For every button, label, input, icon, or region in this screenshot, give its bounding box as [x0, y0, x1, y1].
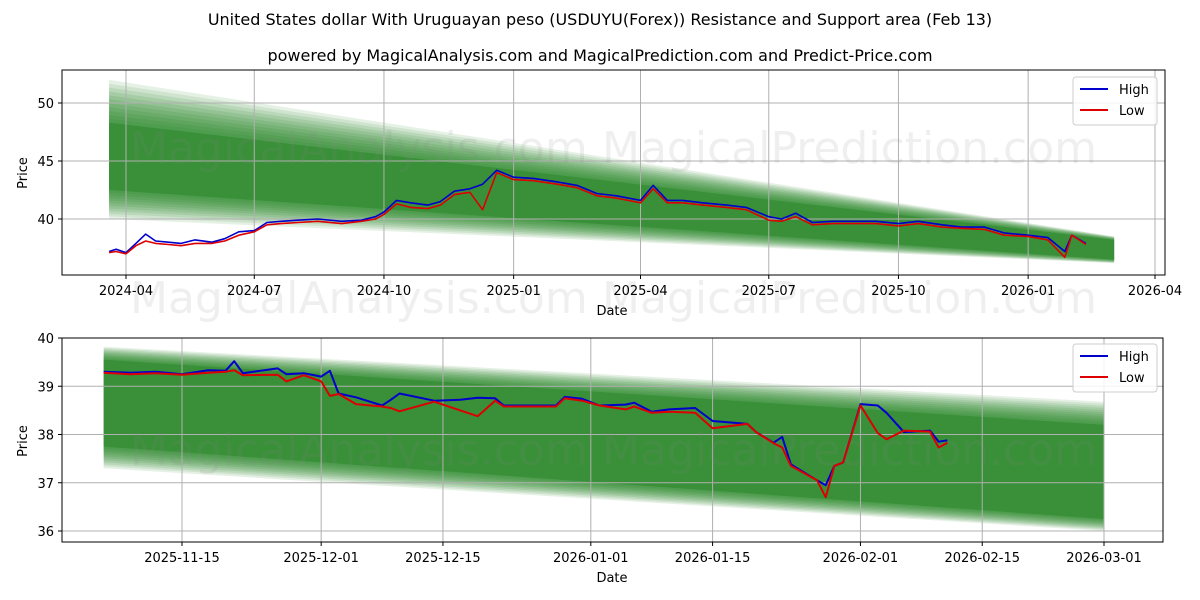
y-tick-label: 50	[37, 97, 54, 112]
high-price-line	[108, 169, 1087, 254]
bottom-ticks: 36 37 38 39 40 2025-11-15 2025-12-01 2025-12-15…	[37, 332, 1141, 566]
bottom-price-lines	[103, 360, 948, 499]
y-tick-label: 39	[37, 380, 54, 395]
x-tick-label: 2026-01	[1001, 284, 1055, 299]
x-tick-label: 2024-04	[99, 284, 153, 299]
x-tick-label: 2026-02-15	[944, 551, 1020, 566]
legend-low-label: Low	[1119, 371, 1145, 386]
bottom-chart: MagicalAnalysis.com MagicalPrediction.co…	[16, 332, 1164, 586]
top-axes-frame	[61, 69, 1166, 276]
top-legend: High Low	[1072, 76, 1158, 126]
watermark-top-1: MagicalAnalysis.com	[130, 123, 588, 174]
legend-high-label: High	[1119, 350, 1149, 365]
top-y-axis-label: Price	[16, 157, 31, 189]
y-tick-label: 37	[37, 477, 54, 492]
x-tick-label: 2025-12-15	[405, 551, 481, 566]
y-tick-label: 36	[37, 525, 54, 540]
legend-high-label: High	[1119, 83, 1149, 98]
x-tick-label: 2025-01	[486, 284, 540, 299]
y-tick-label: 38	[37, 429, 54, 444]
top-ticks: 40 45 50 2024-04 2024-07 2024-10 2025-01 2025-0…	[37, 97, 1182, 299]
x-tick-label: 2026-04	[1128, 284, 1182, 299]
x-tick-label: 2026-01-01	[553, 551, 629, 566]
watermark-top-2: MagicalPrediction.com	[602, 123, 1097, 174]
x-tick-label: 2024-10	[357, 284, 411, 299]
y-tick-label: 40	[37, 213, 54, 228]
y-tick-label: 40	[37, 332, 54, 347]
watermark-mid-2: MagicalPrediction.com	[602, 273, 1097, 324]
watermark-bottom-2: MagicalPrediction.com	[602, 425, 1097, 476]
x-tick-label: 2026-02-01	[823, 551, 899, 566]
x-tick-label: 2025-04	[613, 284, 667, 299]
bottom-x-axis-label: Date	[596, 571, 627, 586]
bottom-y-axis-label: Price	[16, 425, 31, 457]
bottom-axes-frame	[61, 337, 1164, 543]
top-price-lines	[108, 169, 1087, 259]
x-tick-label: 2024-07	[227, 284, 281, 299]
top-chart: MagicalAnalysis.com MagicalPrediction.co…	[16, 69, 1182, 324]
legend-low-label: Low	[1119, 104, 1145, 119]
low-price-line	[103, 369, 948, 499]
low-price-line	[108, 171, 1087, 259]
top-grid	[62, 70, 1165, 275]
x-tick-label: 2025-07	[742, 284, 796, 299]
x-tick-label: 2025-11-15	[144, 551, 220, 566]
chart-title: United States dollar With Uruguayan peso…	[207, 10, 993, 29]
x-tick-label: 2025-10	[871, 284, 925, 299]
x-tick-label: 2026-01-15	[675, 551, 751, 566]
x-tick-label: 2026-03-01	[1066, 551, 1142, 566]
watermark-mid-1: MagicalAnalysis.com	[130, 273, 588, 324]
bottom-legend: High Low	[1072, 343, 1158, 393]
y-tick-label: 45	[37, 155, 54, 170]
top-x-axis-label: Date	[596, 304, 627, 319]
watermark-bottom-1: MagicalAnalysis.com	[130, 425, 588, 476]
chart-subtitle: powered by MagicalAnalysis.com and Magic…	[267, 46, 933, 65]
x-tick-label: 2025-12-01	[283, 551, 359, 566]
